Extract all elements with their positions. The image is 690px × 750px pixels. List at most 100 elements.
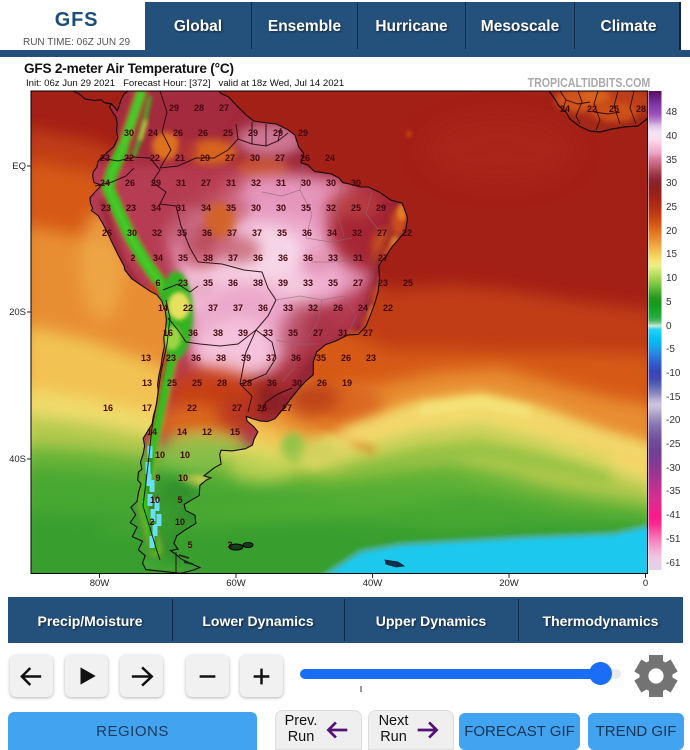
svg-text:35: 35 [328,278,338,288]
svg-text:31: 31 [176,178,186,188]
svg-text:30: 30 [666,178,678,189]
svg-text:27: 27 [313,328,323,338]
svg-text:32: 32 [352,228,362,238]
svg-text:33: 33 [328,253,338,263]
svg-text:27: 27 [378,253,388,263]
svg-text:37: 37 [252,228,262,238]
svg-text:38: 38 [203,253,213,263]
svg-text:10: 10 [180,450,190,460]
svg-text:35: 35 [178,253,188,263]
svg-text:36: 36 [278,253,288,263]
svg-text:10: 10 [666,273,678,284]
svg-text:36: 36 [188,328,198,338]
svg-text:23: 23 [178,278,188,288]
svg-text:12: 12 [202,427,212,437]
svg-text:14: 14 [158,303,168,313]
svg-text:3: 3 [227,540,232,550]
svg-text:60W: 60W [226,578,246,589]
svg-text:23: 23 [166,353,176,363]
svg-text:37: 37 [233,303,243,313]
svg-text:31: 31 [226,178,236,188]
svg-text:21: 21 [175,153,185,163]
svg-text:38: 38 [216,353,226,363]
svg-text:30: 30 [292,378,302,388]
svg-text:22: 22 [124,153,134,163]
svg-text:-25: -25 [666,439,681,450]
svg-text:5: 5 [177,495,182,505]
svg-text:35: 35 [226,203,236,213]
svg-text:27: 27 [201,178,211,188]
svg-text:27: 27 [219,103,229,113]
svg-text:22: 22 [402,228,412,238]
svg-text:24: 24 [560,104,570,114]
svg-text:0: 0 [666,321,672,332]
svg-text:22: 22 [150,153,160,163]
svg-text:30: 30 [251,203,261,213]
svg-text:29: 29 [169,103,179,113]
svg-text:34: 34 [153,253,163,263]
svg-text:25: 25 [192,378,202,388]
svg-text:25: 25 [223,128,233,138]
svg-text:35: 35 [277,228,287,238]
svg-text:36: 36 [267,378,277,388]
svg-text:27: 27 [363,328,373,338]
svg-text:20W: 20W [499,578,519,589]
svg-text:37: 37 [266,353,276,363]
svg-text:16: 16 [163,328,173,338]
svg-text:-51: -51 [666,534,681,545]
svg-text:34: 34 [201,203,211,213]
svg-text:29: 29 [298,128,308,138]
svg-text:2: 2 [149,517,154,527]
svg-text:36: 36 [191,353,201,363]
svg-text:26: 26 [173,128,183,138]
svg-text:20: 20 [666,226,678,237]
svg-text:-10: -10 [666,368,681,379]
svg-text:30: 30 [276,203,286,213]
svg-text:39: 39 [241,353,251,363]
svg-text:26: 26 [300,153,310,163]
svg-text:35: 35 [666,155,678,166]
svg-text:32: 32 [152,228,162,238]
svg-text:24: 24 [325,153,335,163]
svg-text:6: 6 [155,278,160,288]
svg-text:-41: -41 [666,510,681,521]
svg-text:28: 28 [217,378,227,388]
svg-text:38: 38 [213,328,223,338]
svg-text:25: 25 [167,378,177,388]
svg-text:27: 27 [353,278,363,288]
svg-text:15: 15 [666,249,678,260]
svg-text:26: 26 [333,303,343,313]
svg-text:27: 27 [282,403,292,413]
svg-text:36: 36 [202,228,212,238]
svg-text:26: 26 [198,128,208,138]
svg-text:22: 22 [587,104,597,114]
svg-text:10: 10 [178,473,188,483]
svg-text:-15: -15 [666,392,681,403]
svg-text:35: 35 [301,203,311,213]
svg-text:23: 23 [366,353,376,363]
svg-text:36: 36 [258,303,268,313]
svg-text:35: 35 [203,278,213,288]
svg-text:10: 10 [150,495,160,505]
svg-text:15: 15 [230,427,240,437]
svg-text:24: 24 [100,178,110,188]
svg-text:13: 13 [142,378,152,388]
svg-text:-30: -30 [666,463,681,474]
svg-text:5: 5 [666,297,672,308]
svg-text:EQ: EQ [12,161,26,172]
svg-text:26: 26 [125,178,135,188]
svg-text:13: 13 [141,353,151,363]
svg-text:20S: 20S [9,307,26,318]
svg-text:16: 16 [103,403,113,413]
svg-text:27: 27 [225,153,235,163]
svg-text:27: 27 [232,403,242,413]
svg-text:36: 36 [291,353,301,363]
svg-text:10: 10 [175,517,185,527]
svg-text:22: 22 [383,303,393,313]
svg-text:35: 35 [288,328,298,338]
svg-text:27: 27 [377,228,387,238]
svg-text:26: 26 [341,353,351,363]
svg-text:23: 23 [101,203,111,213]
svg-text:22: 22 [187,403,197,413]
svg-text:19: 19 [342,378,352,388]
